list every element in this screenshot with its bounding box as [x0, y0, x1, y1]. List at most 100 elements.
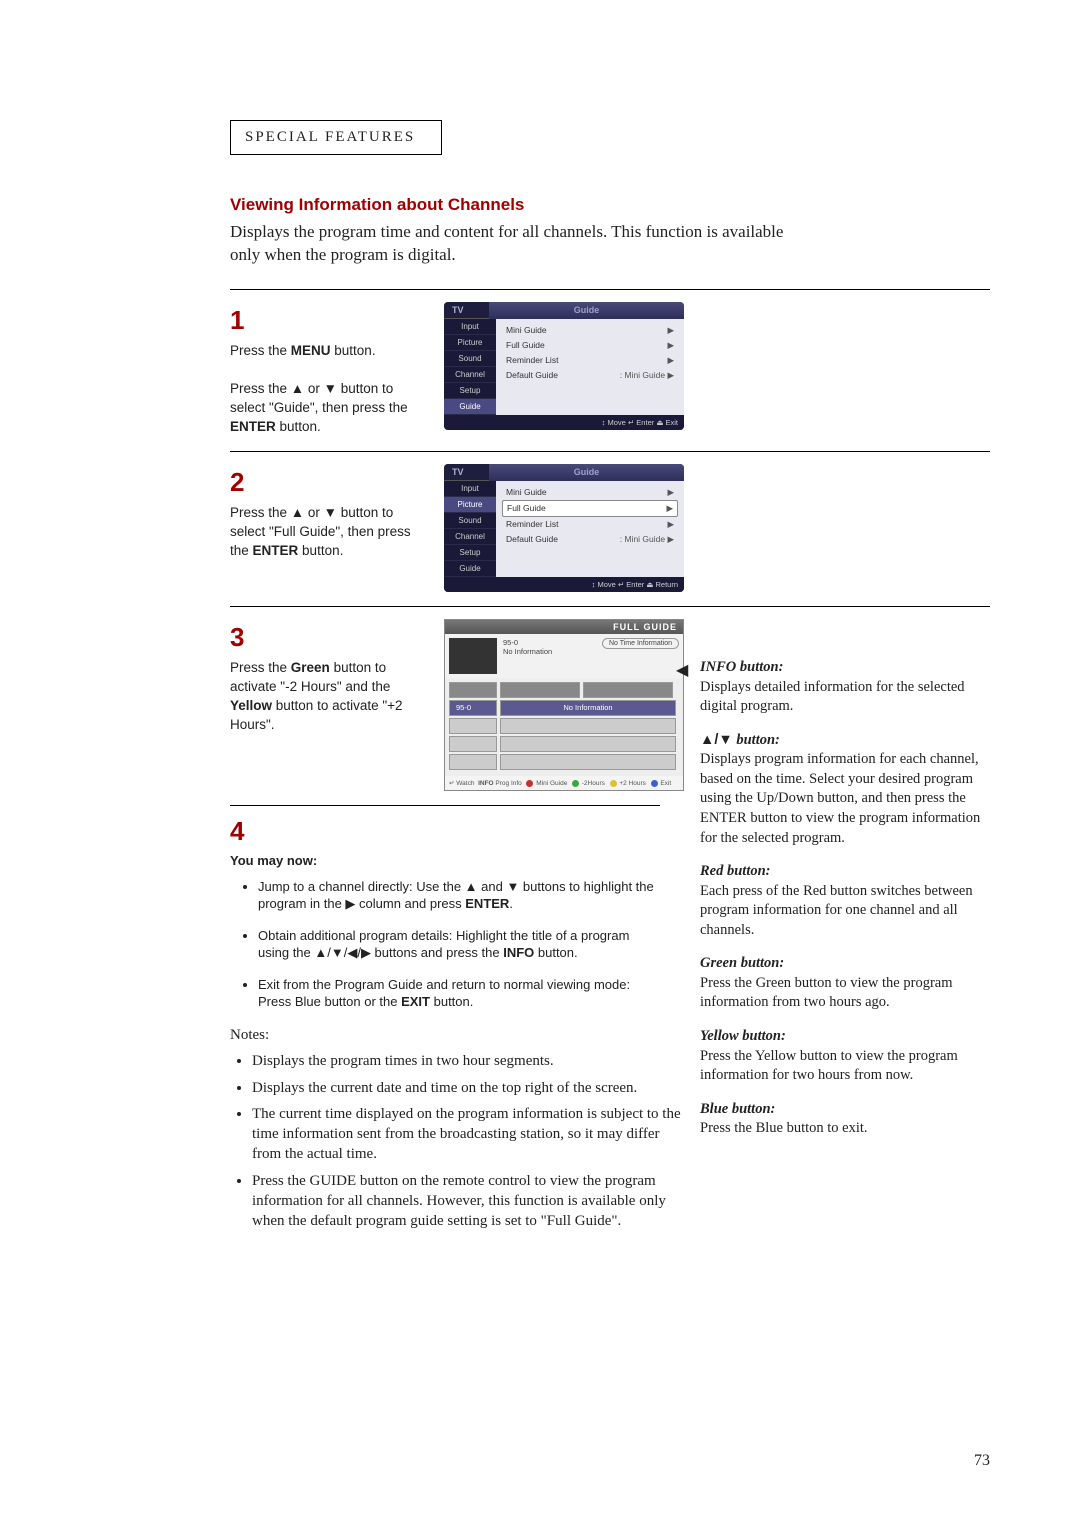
osd-main: Mini Guide▶ Full Guide▶ Reminder List▶ D… — [496, 319, 684, 415]
green-dot-icon — [572, 780, 579, 787]
fg-watch: Watch — [456, 780, 474, 787]
osd-sidebar: Input Picture Sound Channel Setup Guide — [444, 481, 496, 577]
osd-side-input: Input — [444, 481, 496, 497]
step-2c: button. — [298, 543, 343, 558]
fg-m2: -2Hours — [582, 780, 605, 787]
osd-side-picture: Picture — [444, 335, 496, 351]
osd-reminder: Reminder List — [506, 519, 558, 530]
osd-guide-label: Guide — [489, 464, 684, 481]
step-1: 1 Press the MENU button. Press the ▲ or … — [230, 289, 990, 451]
osd-side-channel: Channel — [444, 367, 496, 383]
rc-red-t: Each press of the Red button switches be… — [700, 883, 973, 938]
osd-side-picture: Picture — [444, 497, 496, 513]
step-4-bullet-1: Jump to a channel directly: Use the ▲ an… — [258, 878, 660, 913]
step-2-enter: ENTER — [253, 543, 299, 558]
rc-ud-h: ▲/▼ — [700, 732, 733, 748]
rc-ud-h2: button: — [733, 732, 780, 748]
fg-e4 — [500, 736, 676, 752]
yellow-dot-icon — [610, 780, 617, 787]
s4b2b: INFO — [503, 945, 534, 960]
section-header: SPECIAL FEATURES — [230, 120, 442, 155]
osd-full: Full Guide — [506, 340, 545, 351]
osd-mini: Mini Guide — [506, 487, 547, 498]
fg-info: INFO — [478, 780, 494, 787]
step-1-line2a: Press the ▲ or ▼ button to select "Guide… — [230, 381, 408, 415]
arrow-icon: ▶ — [666, 503, 673, 514]
s4b2c: button. — [534, 945, 577, 960]
rc-updown: ▲/▼ button: Displays program information… — [700, 731, 990, 848]
step-1-number: 1 — [230, 302, 420, 338]
page-number: 73 — [974, 1452, 990, 1470]
osd-tv: TV — [444, 302, 489, 319]
osd-footer: ↕ Move ↵ Enter ⏏ Return — [444, 577, 684, 592]
osd-side-guide: Guide — [444, 561, 496, 577]
osd-tv: TV — [444, 464, 489, 481]
step-2-screenshot: TV Guide Input Picture Sound Channel Set… — [444, 464, 684, 592]
step-1-text: 1 Press the MENU button. Press the ▲ or … — [230, 302, 420, 437]
rc-blue: Blue button: Press the Blue button to ex… — [700, 1100, 990, 1139]
fg-notime: No Time Information — [602, 638, 679, 649]
step-4-bullet-2: Obtain additional program details: Highl… — [258, 927, 660, 962]
arrow-icon: ▶ — [667, 355, 674, 366]
osd-foot1: Move ↵ Enter ⏏ Exit — [608, 418, 678, 427]
step-1-menu: MENU — [291, 343, 331, 358]
pointer-left-icon: ◀ — [676, 660, 688, 682]
step-2-number: 2 — [230, 464, 420, 500]
osd-side-input: Input — [444, 319, 496, 335]
step-3-screenshot: FULL GUIDE No Time Information 95-0 No I… — [444, 619, 684, 791]
arrow-icon: : Mini Guide ▶ — [620, 534, 674, 545]
osd-mini: Mini Guide — [506, 325, 547, 336]
fg-prog: Prog Info — [495, 780, 521, 787]
osd-side-sound: Sound — [444, 351, 496, 367]
osd-side-sound: Sound — [444, 513, 496, 529]
osd-full: Full Guide — [507, 503, 546, 514]
rc-yellow: Yellow button: Press the Yellow button t… — [700, 1027, 990, 1086]
rc-red-h2: button: — [723, 863, 770, 879]
rc-ud-t: Displays program information for each ch… — [700, 751, 980, 845]
fg-ch-cell: 95-0 — [449, 700, 497, 716]
osd-default: Default Guide — [506, 370, 558, 381]
s3-green: Green — [291, 660, 330, 675]
rc-info-t: Displays detailed information for the se… — [700, 679, 965, 715]
fg-e1 — [449, 718, 497, 734]
fg-topinfo: No Time Information 95-0 No Information — [503, 638, 679, 674]
fg-top: No Time Information 95-0 No Information — [445, 634, 683, 678]
step-1-line1c: button. — [331, 343, 376, 358]
blue-dot-icon — [651, 780, 658, 787]
red-dot-icon — [526, 780, 533, 787]
step-1-line1a: Press the — [230, 343, 291, 358]
rc-green-t: Press the Green button to view the progr… — [700, 975, 952, 1011]
fg-preview — [449, 638, 497, 674]
osd-side-guide: Guide — [444, 399, 496, 415]
rc-blue-h: Blue — [700, 1101, 728, 1117]
note-1: Displays the program times in two hour s… — [252, 1051, 690, 1071]
fg-head: FULL GUIDE — [445, 620, 683, 634]
note-4: Press the GUIDE button on the remote con… — [252, 1171, 690, 1232]
rc-info: INFO button: Displays detailed informati… — [700, 658, 990, 717]
step-4-number: 4 — [230, 816, 660, 847]
rc-yellow-h2: button: — [739, 1028, 786, 1044]
fg-exit: Exit — [660, 780, 671, 787]
rc-blue-h2: button: — [728, 1101, 775, 1117]
arrow-icon: ▶ — [667, 340, 674, 351]
rc-yellow-t: Press the Yellow button to view the prog… — [700, 1048, 958, 1084]
osd-menu-2: TV Guide Input Picture Sound Channel Set… — [444, 464, 684, 592]
fg-c2 — [500, 682, 580, 698]
fg-e3 — [449, 736, 497, 752]
intro-text: Displays the program time and content fo… — [230, 221, 810, 267]
osd-side-channel: Channel — [444, 529, 496, 545]
fg-e2 — [500, 718, 676, 734]
s4b1a: Jump to a channel directly: Use the ▲ an… — [258, 879, 654, 912]
fg-grid: 95-0 No Information — [445, 678, 683, 776]
note-3: The current time displayed on the progra… — [252, 1104, 690, 1165]
fg-e5 — [449, 754, 497, 770]
osd-menu-1: TV Guide Input Picture Sound Channel Set… — [444, 302, 684, 430]
s4b1b: ENTER — [465, 896, 509, 911]
rc-yellow-h: Yellow — [700, 1028, 739, 1044]
fg-c1 — [449, 682, 497, 698]
rc-green-h: Green — [700, 955, 737, 971]
s3a: Press the — [230, 660, 291, 675]
fg-mini: Mini Guide — [536, 780, 567, 787]
arrow-icon: ▶ — [667, 325, 674, 336]
step-1-enter: ENTER — [230, 419, 276, 434]
